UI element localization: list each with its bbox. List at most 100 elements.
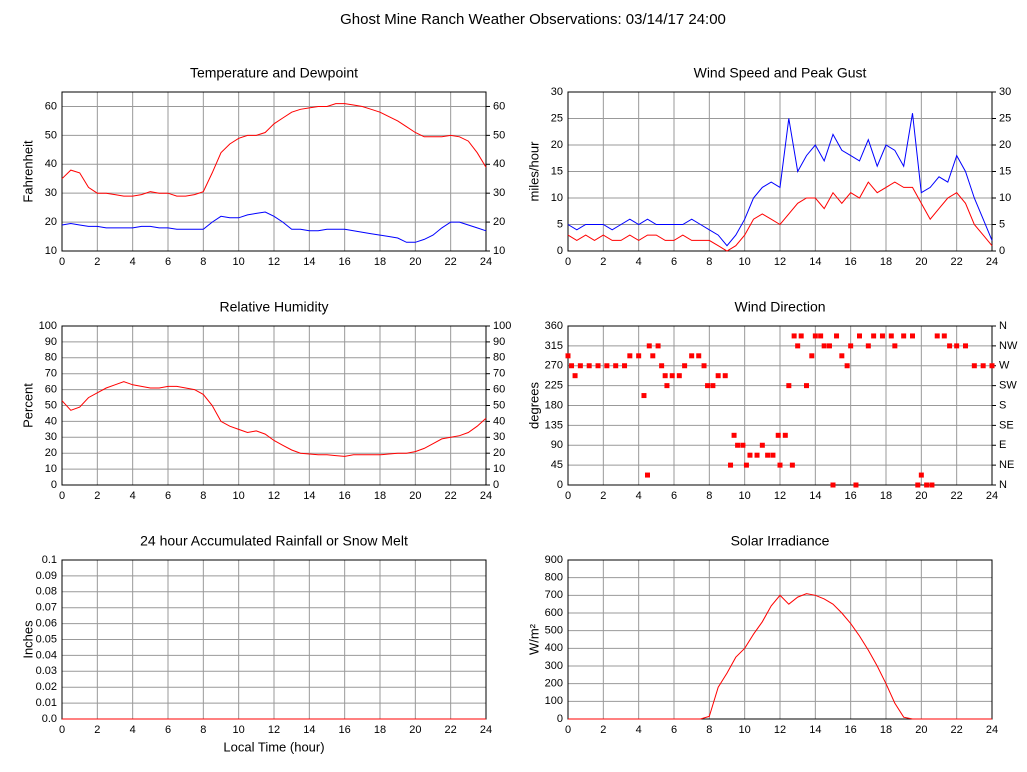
data-point [830, 482, 836, 488]
x-tick-label: 2 [600, 256, 606, 268]
y-tick-label: 70 [45, 368, 57, 380]
y-tick-label: 0.07 [36, 602, 57, 614]
x-tick-label: 4 [636, 724, 642, 736]
x-tick-label: 6 [165, 256, 171, 268]
x-tick-label: 10 [739, 490, 751, 502]
y2-tick-label: 60 [493, 100, 505, 112]
y2-tick-label: 15 [999, 165, 1011, 177]
y-tick-label: 180 [545, 399, 563, 411]
x-tick-label: 2 [600, 490, 606, 502]
data-point [775, 432, 781, 438]
x-tick-label: 24 [986, 724, 998, 736]
x-tick-label: 22 [951, 256, 963, 268]
x-tick-label: 0 [59, 256, 65, 268]
y-tick-label: 700 [545, 589, 563, 601]
y-tick-label: 0.06 [36, 618, 57, 630]
x-tick-label: 8 [706, 256, 712, 268]
data-point [613, 363, 619, 369]
y-tick-label: 45 [551, 459, 563, 471]
y-tick-label: 10 [551, 192, 563, 204]
y2-tick-label: 40 [493, 158, 505, 170]
chart-title: 24 hour Accumulated Rainfall or Snow Mel… [140, 533, 408, 549]
y2-tick-label: 50 [493, 129, 505, 141]
y2-tick-label: W [999, 360, 1010, 372]
y-tick-label: 40 [45, 158, 57, 170]
data-point [770, 452, 776, 458]
y-tick-label: 90 [45, 336, 57, 348]
y-tick-label: 10 [45, 463, 57, 475]
y-tick-label: 20 [551, 139, 563, 151]
data-point [782, 432, 788, 438]
data-point [569, 363, 575, 369]
x-tick-label: 12 [268, 490, 280, 502]
data-point [818, 333, 824, 339]
x-tick-label: 22 [445, 256, 457, 268]
x-tick-label: 24 [480, 724, 492, 736]
x-tick-label: 24 [480, 490, 492, 502]
y-tick-label: 400 [545, 642, 563, 654]
y-tick-label: 80 [45, 352, 57, 364]
data-point [705, 383, 711, 389]
x-tick-label: 10 [233, 490, 245, 502]
data-point [791, 333, 797, 339]
x-tick-label: 10 [233, 256, 245, 268]
chart-title: Temperature and Dewpoint [190, 65, 358, 81]
y-axis-label: W/m² [526, 623, 541, 655]
data-point [924, 482, 930, 488]
x-tick-label: 6 [671, 256, 677, 268]
y-tick-label: 0.04 [36, 649, 57, 661]
x-tick-label: 20 [409, 490, 421, 502]
data-point [857, 333, 862, 339]
data-point [934, 333, 940, 339]
data-point [759, 442, 765, 448]
y-tick-label: 15 [551, 165, 563, 177]
x-tick-label: 14 [809, 724, 821, 736]
y2-tick-label: 20 [493, 216, 505, 228]
y2-tick-label: 60 [493, 384, 505, 396]
data-point [971, 363, 977, 369]
data-point [696, 353, 702, 359]
y-tick-label: 100 [545, 695, 563, 707]
plot-frame [61, 325, 487, 486]
x-tick-label: 16 [339, 256, 351, 268]
y2-tick-label: N [999, 479, 1007, 491]
data-point [915, 482, 921, 488]
y-tick-label: 20 [45, 447, 57, 459]
y-axis-label: degrees [526, 382, 541, 429]
x-tick-label: 24 [986, 256, 998, 268]
x-tick-label: 16 [339, 724, 351, 736]
y-tick-label: 30 [551, 86, 563, 98]
data-point [844, 363, 850, 369]
data-point [701, 363, 707, 369]
x-tick-label: 8 [200, 490, 206, 502]
data-point [565, 353, 571, 359]
data-point [669, 373, 675, 379]
y2-tick-label: 10 [493, 245, 505, 257]
x-tick-label: 0 [565, 724, 571, 736]
y-tick-label: 270 [545, 360, 563, 372]
data-point [888, 333, 894, 339]
y2-tick-label: N [999, 320, 1007, 332]
x-tick-label: 20 [915, 490, 927, 502]
plot-frame [567, 91, 993, 252]
x-tick-label: 2 [94, 724, 100, 736]
y2-tick-label: 5 [999, 218, 1005, 230]
data-point [989, 363, 995, 369]
data-point [795, 343, 801, 349]
y2-tick-label: SE [999, 419, 1014, 431]
plot-frame [567, 325, 993, 486]
data-point [622, 363, 628, 369]
data-point [918, 472, 924, 478]
y2-tick-label: 40 [493, 415, 505, 427]
y-tick-label: 30 [45, 431, 57, 443]
x-tick-label: 6 [671, 724, 677, 736]
x-tick-label: 14 [303, 256, 315, 268]
data-point [650, 353, 656, 359]
data-point [871, 333, 877, 339]
x-tick-label: 12 [268, 724, 280, 736]
data-point [586, 363, 592, 369]
x-tick-label: 6 [165, 724, 171, 736]
y2-tick-label: 100 [493, 320, 511, 332]
y2-tick-label: 30 [999, 86, 1011, 98]
data-point [682, 363, 688, 369]
